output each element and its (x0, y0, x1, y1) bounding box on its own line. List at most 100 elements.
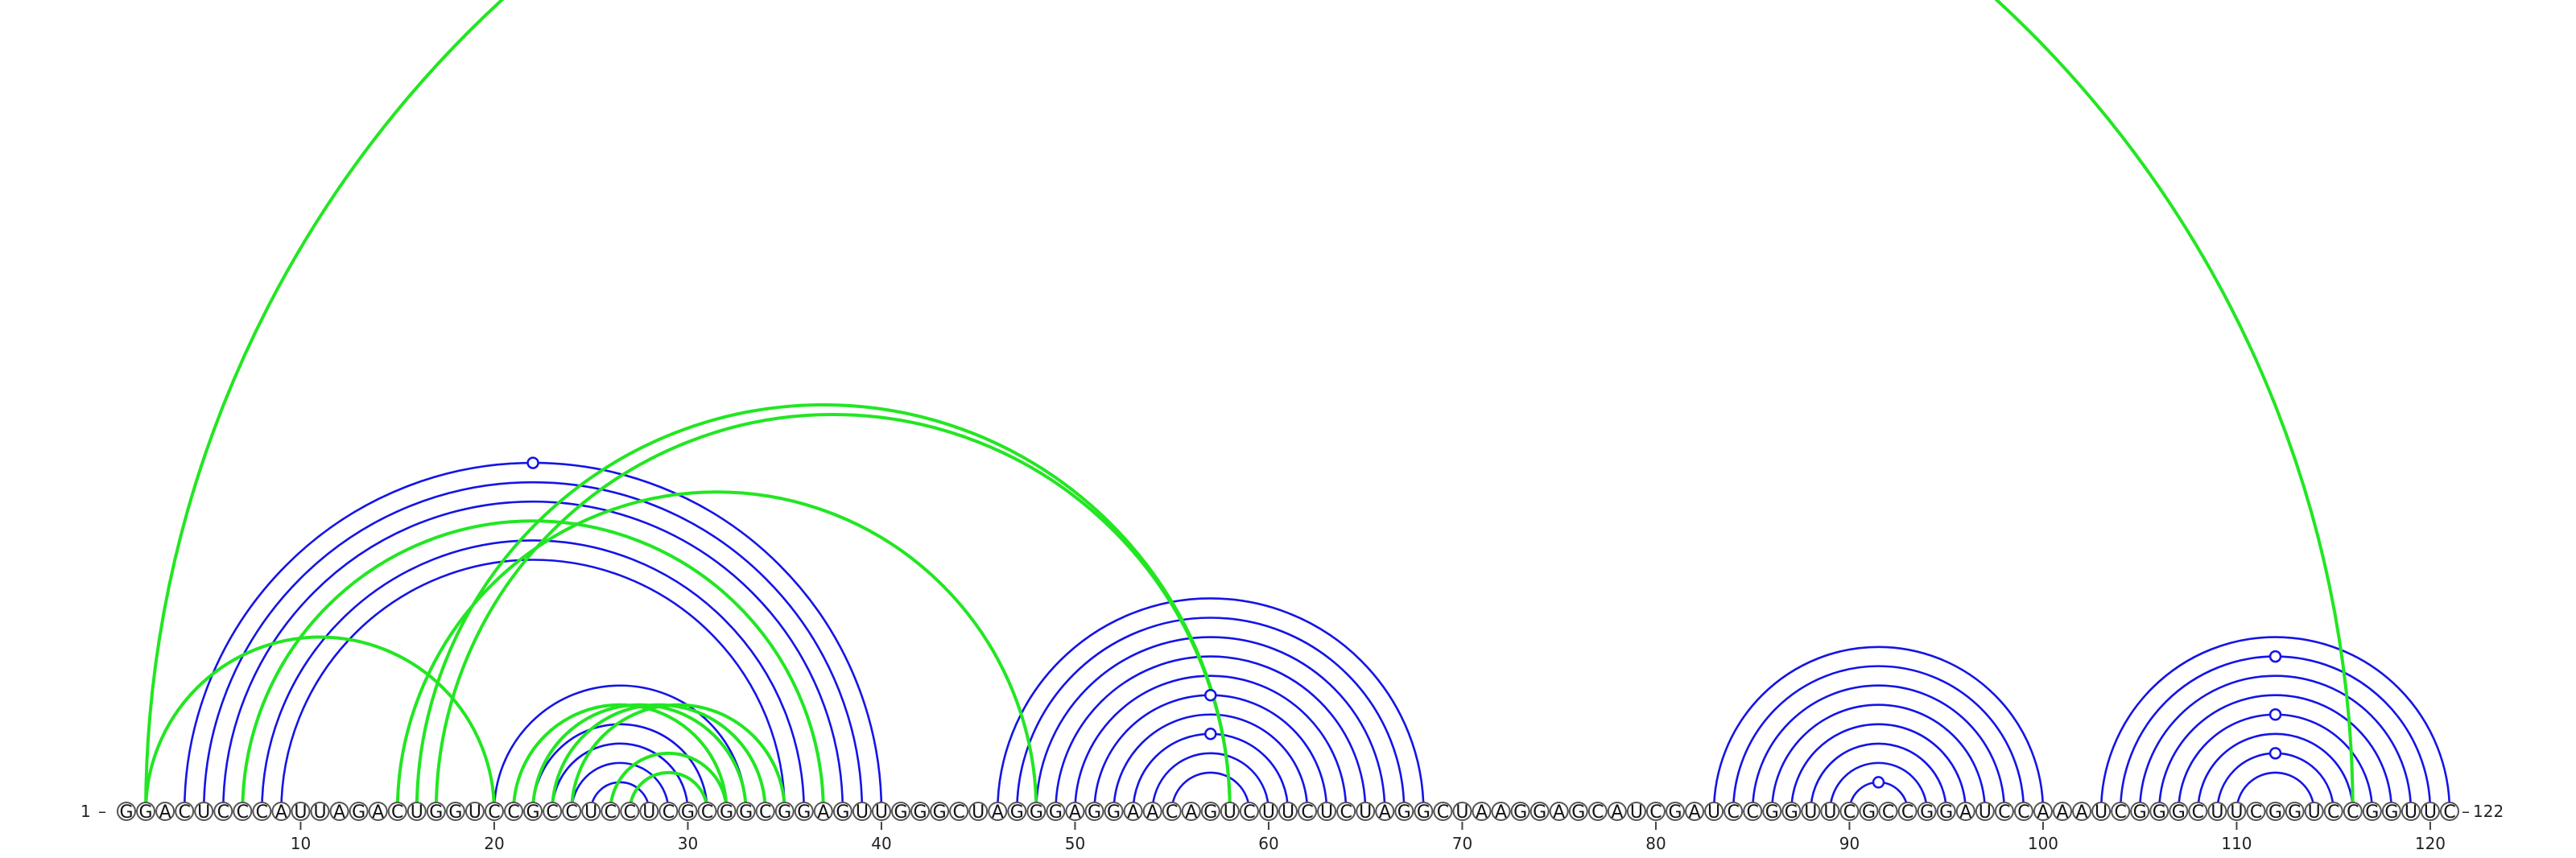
nucleotide-104: C (2111, 802, 2131, 823)
tick-layer: 10 20 30 40 50 60 70 80 90 100 110 120 (291, 822, 2446, 853)
nucleotide-letter: U (2095, 802, 2107, 823)
tick-label-90: 90 (1839, 834, 1860, 853)
nucleotide-circle (813, 802, 833, 821)
nucleotide-48: G (1026, 802, 1046, 823)
nucleotide-11: U (310, 802, 330, 823)
nucleotide-letter: C (2250, 802, 2262, 823)
nucleotide-95: G (1936, 802, 1956, 823)
tick-label-50: 50 (1065, 834, 1085, 853)
nucleotide-letter: U (197, 802, 210, 823)
nucleotide-72: A (1491, 802, 1511, 823)
nucleotide-65: U (1356, 802, 1376, 823)
nucleotide-letter: G (1397, 802, 1411, 823)
apex-marker-107-117 (2268, 708, 2282, 721)
nucleotide-circle (1587, 802, 1608, 821)
tick-label-110: 110 (2221, 834, 2252, 853)
nucleotide-30: G (678, 802, 698, 823)
nucleotide-89: U (1820, 802, 1840, 823)
nucleotide-letter: G (1668, 802, 1682, 823)
nucleotide-letter: G (139, 802, 153, 823)
blue-arc-8-36 (261, 539, 806, 812)
nucleotide-circle (794, 802, 814, 821)
nucleotide-116: C (2343, 802, 2363, 823)
blue-arc-105-119 (2138, 674, 2413, 812)
nucleotide-66: A (1375, 802, 1395, 823)
nucleotide-letter: A (2037, 802, 2049, 823)
blue-arc-86-97 (1770, 703, 1987, 812)
nucleotide-circle (1955, 802, 1975, 821)
nucleotide-88: U (1801, 802, 1821, 823)
nucleotide-circle (1356, 802, 1376, 821)
nucleotide-letter: U (1320, 802, 1333, 823)
nucleotide-circle (252, 802, 272, 821)
nucleotide-53: A (1123, 802, 1143, 823)
nucleotide-70: U (1452, 802, 1472, 823)
nucleotide-letter: U (1359, 802, 1372, 823)
nucleotide-letter: G (1939, 802, 1953, 823)
nucleotide-circle (1375, 802, 1395, 821)
blue-arc-50-64 (1074, 674, 1348, 812)
nucleotide-20: C (484, 802, 504, 823)
nucleotide-circle (1820, 802, 1840, 821)
blue-arc-22-31 (531, 723, 708, 812)
nucleotide-letter: U (2230, 802, 2243, 823)
nucleotide-letter: G (2384, 802, 2398, 823)
nucleotide-circle (1897, 802, 1918, 821)
nucleotide-90: C (1839, 802, 1860, 823)
nucleotide-60: U (1258, 802, 1278, 823)
nucleotide-22: G (523, 802, 543, 823)
nucleotide-circle (658, 802, 679, 821)
nucleotide-circle (697, 802, 717, 821)
nucleotide-circle (1104, 802, 1124, 821)
nucleotide-10: U (291, 802, 311, 823)
nucleotide-circle (1258, 802, 1278, 821)
nucleotide-letter: G (2133, 802, 2147, 823)
nucleotide-letter: U (294, 802, 307, 823)
blue-arc-88-95 (1810, 742, 1947, 812)
nucleotide-circle (1685, 802, 1705, 821)
nucleotide-39: U (852, 802, 872, 823)
apex-marker-53-61 (1204, 728, 1217, 740)
nucleotide-letter: A (1069, 802, 1081, 823)
nucleotide-letter: U (1282, 802, 1294, 823)
nucleotide-circle (1278, 802, 1298, 821)
nucleotide-92: C (1878, 802, 1898, 823)
nucleotide-40: U (871, 802, 891, 823)
nucleotide-circle (2130, 802, 2150, 821)
blue-arc-4-40 (183, 461, 883, 812)
nucleotide-19: U (464, 802, 485, 823)
end-dash: – (2462, 802, 2470, 821)
nucleotide-31: C (697, 802, 717, 823)
nucleotide-letter: G (2153, 802, 2166, 823)
blue-arc-55-59 (1170, 771, 1251, 812)
nucleotide-letter: C (1843, 802, 1856, 823)
blue-arc-83-100 (1712, 646, 2045, 812)
nucleotide-circle (678, 802, 698, 821)
nucleotide-circle (2343, 802, 2363, 821)
green-arc-2-116 (144, 0, 2355, 812)
nucleotide-letter: G (429, 802, 443, 823)
nucleotide-circle (1065, 802, 1085, 821)
nucleotide-letter: G (1862, 802, 1876, 823)
nucleotide-letter: C (217, 802, 229, 823)
nucleotide-letter: G (1920, 802, 1934, 823)
nucleotide-85: C (1743, 802, 1763, 823)
nucleotide-29: C (658, 802, 679, 823)
nucleotide-letter: C (1340, 802, 1352, 823)
nucleotide-circle (2013, 802, 2033, 821)
blue-arc-89-94 (1829, 761, 1928, 812)
nucleotide-67: G (1394, 802, 1414, 823)
nucleotide-15: C (387, 802, 407, 823)
nucleotide-circle (1626, 802, 1646, 821)
nucleotide-letter: G (352, 802, 365, 823)
nucleotide-69: C (1433, 802, 1453, 823)
nucleotide-1: G (117, 802, 136, 823)
nucleotide-letter: U (1262, 802, 1275, 823)
nucleotide-circle (349, 802, 369, 821)
nucleotide-106: G (2149, 802, 2169, 823)
green-arc-27-31 (628, 770, 709, 812)
nucleotide-letter: G (914, 802, 927, 823)
blue-arc-106-118 (2157, 694, 2393, 812)
nucleotide-letter: C (237, 802, 249, 823)
nucleotide-circle (1123, 802, 1143, 821)
